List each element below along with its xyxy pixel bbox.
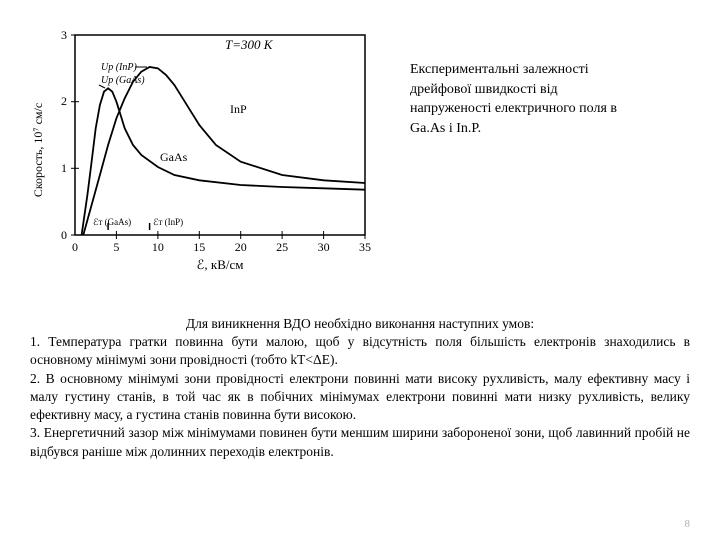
svg-text:0: 0 [72, 240, 78, 254]
series-inp [83, 67, 365, 235]
x-axis-label: ℰ, кВ/см [197, 257, 244, 272]
inp-curve-label: InP [230, 102, 247, 116]
gaas-curve-label: GaAs [160, 150, 188, 164]
svg-text:25: 25 [276, 240, 288, 254]
svg-text:2: 2 [61, 94, 67, 108]
svg-text:1: 1 [61, 161, 67, 175]
svg-text:20: 20 [235, 240, 247, 254]
et-inp-marker: ℰт (InP) [153, 217, 183, 227]
figure-caption: Експериментальні залежності дрейфової шв… [410, 20, 630, 138]
svg-text:35: 35 [359, 240, 371, 254]
vp-inp-marker: Up (InP) [101, 62, 137, 73]
svg-text:3: 3 [61, 28, 67, 42]
body-paragraphs: Для виникнення ВДО необхідно виконання н… [30, 315, 690, 461]
page-number: 8 [685, 518, 691, 530]
vp-gaas-marker: Up (GaAs) [101, 75, 145, 86]
condition-3: 3. Енергетичний зазор між мінімумами пов… [30, 424, 690, 460]
temperature-annotation: T=300 K [225, 37, 274, 52]
svg-text:10: 10 [152, 240, 164, 254]
condition-1: 1. Температура гратки повинна бути малою… [30, 333, 690, 369]
svg-text:0: 0 [61, 228, 67, 242]
series-gaas [82, 88, 365, 235]
et-gaas-marker: ℰт (GaAs) [93, 217, 131, 227]
intro-line: Для виникнення ВДО необхідно виконання н… [30, 315, 690, 333]
svg-text:5: 5 [113, 240, 119, 254]
svg-text:30: 30 [318, 240, 330, 254]
condition-2: 2. В основному мінімумі зони провідності… [30, 370, 690, 425]
drift-velocity-chart: Скорость, 10⁷ см/с 0 1 2 3 [30, 20, 390, 285]
y-axis-label: Скорость, 10⁷ см/с [31, 103, 45, 197]
svg-text:15: 15 [193, 240, 205, 254]
y-ticks: 0 1 2 3 [61, 28, 79, 242]
